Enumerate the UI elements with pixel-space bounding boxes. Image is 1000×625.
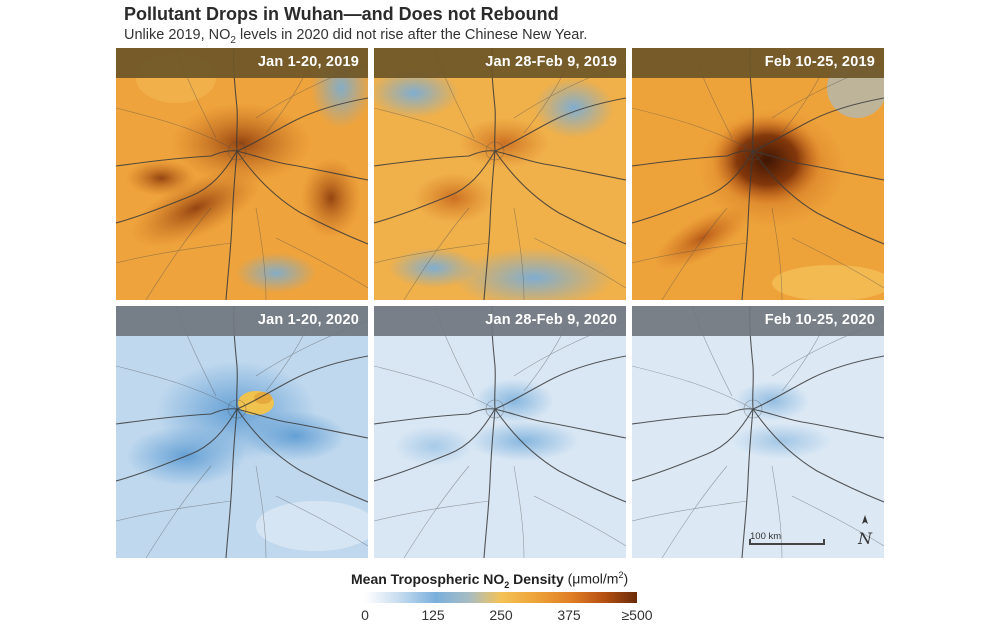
map-panel-2020-jan: Jan 1-20, 2020 — [116, 306, 368, 558]
legend-title-end: Density — [509, 570, 564, 587]
legend-tick-label: ≥500 — [621, 607, 653, 623]
no2-map-2020-jan-feb — [374, 306, 626, 558]
period-banner: Feb 10-25, 2019 — [632, 48, 884, 78]
period-banner: Jan 28-Feb 9, 2019 — [374, 48, 626, 78]
no2-map-2020-jan — [116, 306, 368, 558]
period-banner: Jan 1-20, 2020 — [116, 306, 368, 336]
no2-map-2019-jan-feb — [374, 48, 626, 300]
legend-tick-label: 375 — [557, 607, 581, 623]
north-arrow-icon: N — [857, 515, 873, 548]
legend-units: (μmol/m — [563, 570, 619, 587]
legend-tick-label: 0 — [361, 607, 369, 623]
map-panel-2019-jan: Jan 1-20, 2019 — [116, 48, 368, 300]
subtitle-subscript: 2 — [230, 34, 236, 46]
period-label: Jan 1-20, 2019 — [257, 54, 359, 70]
legend-units-superscript: 2 — [618, 570, 624, 580]
subtitle-text-end: levels in 2020 did not rise after the Ch… — [235, 27, 588, 43]
scale-bar-label: 100 km — [750, 531, 782, 542]
map-subtitle: Unlike 2019, NO2 levels in 2020 did not … — [124, 27, 587, 46]
legend-title: Mean Tropospheric NO2 Density (μmol/m2) — [351, 570, 628, 589]
period-label: Jan 1-20, 2020 — [257, 312, 359, 328]
legend-title-subscript: 2 — [504, 579, 510, 590]
period-label: Feb 10-25, 2020 — [764, 312, 875, 328]
scale-bar — [749, 537, 825, 545]
no2-map-2019-jan — [116, 48, 368, 300]
period-banner: Jan 28-Feb 9, 2020 — [374, 306, 626, 336]
period-label: Feb 10-25, 2019 — [764, 54, 875, 70]
legend-tick-label: 250 — [489, 607, 513, 623]
no2-map-2019-feb — [632, 48, 884, 300]
map-title: Pollutant Drops in Wuhan—and Does not Re… — [124, 4, 559, 24]
period-banner: Feb 10-25, 2020 — [632, 306, 884, 336]
no2-map-2020-feb — [632, 306, 884, 558]
north-arrow-letter: N — [857, 529, 873, 548]
map-panel-2020-feb: Feb 10-25, 2020 100 km N — [632, 306, 884, 558]
period-label: Jan 28-Feb 9, 2019 — [485, 54, 617, 70]
map-panel-2019-feb: Feb 10-25, 2019 — [632, 48, 884, 300]
legend-units-close: ) — [623, 570, 629, 587]
map-panel-2020-jan-feb: Jan 28-Feb 9, 2020 — [374, 306, 626, 558]
map-panel-2019-jan-feb: Jan 28-Feb 9, 2019 — [374, 48, 626, 300]
legend-tick-label: 125 — [421, 607, 445, 623]
legend-color-ramp — [365, 592, 637, 603]
map-panel-grid: Jan 1-20, 2019 Jan 28-Feb 9, 2019 — [116, 48, 884, 561]
period-banner: Jan 1-20, 2019 — [116, 48, 368, 78]
legend-title-main: Mean Tropospheric NO — [351, 570, 505, 587]
subtitle-text-start: Unlike 2019, NO — [124, 27, 231, 43]
period-label: Jan 28-Feb 9, 2020 — [485, 312, 617, 328]
